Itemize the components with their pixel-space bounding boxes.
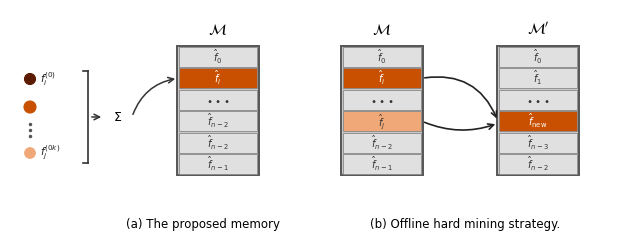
Text: $\mathcal{M}$: $\mathcal{M}$	[209, 22, 228, 37]
Bar	[499, 90, 577, 110]
Text: (a) The proposed memory: (a) The proposed memory	[126, 218, 280, 231]
Text: $\hat{f}_i$: $\hat{f}_i$	[214, 69, 221, 87]
Bar	[179, 90, 257, 110]
Text: $\hat{f}_{n-2}$: $\hat{f}_{n-2}$	[371, 134, 393, 152]
Bar	[499, 111, 577, 131]
Circle shape	[24, 101, 36, 113]
Text: $\hat{f}_{\rm new}$: $\hat{f}_{\rm new}$	[529, 112, 548, 130]
Text: $\mathcal{M}'$: $\mathcal{M}'$	[527, 19, 549, 37]
Bar	[179, 68, 257, 88]
Text: $\bullet\bullet\bullet$: $\bullet\bullet\bullet$	[206, 95, 230, 105]
Text: $\mathcal{M}$: $\mathcal{M}$	[372, 22, 392, 37]
Text: $f_j^{(0k)}$: $f_j^{(0k)}$	[40, 144, 60, 162]
Text: $\bullet\bullet\bullet$: $\bullet\bullet\bullet$	[526, 95, 550, 105]
Bar	[343, 133, 421, 153]
Bar	[343, 154, 421, 174]
Bar	[343, 68, 421, 88]
Text: $\hat{f}_{n-2}$: $\hat{f}_{n-2}$	[207, 112, 229, 130]
Bar	[499, 47, 577, 67]
Circle shape	[105, 104, 131, 130]
Circle shape	[24, 74, 35, 85]
Text: $\hat{f}_{n-3}$: $\hat{f}_{n-3}$	[527, 134, 549, 152]
Text: $\hat{f}_{n-2}$: $\hat{f}_{n-2}$	[207, 134, 229, 152]
Bar	[343, 111, 421, 131]
Text: (b) Offline hard mining strategy.: (b) Offline hard mining strategy.	[370, 218, 560, 231]
Bar	[179, 47, 257, 67]
Bar	[177, 46, 259, 175]
Text: $\hat{f}_{n-1}$: $\hat{f}_{n-1}$	[371, 155, 393, 173]
Text: $\hat{f}_{n-1}$: $\hat{f}_{n-1}$	[207, 155, 229, 173]
Bar	[497, 46, 579, 175]
Text: $\hat{f}_{n-2}$: $\hat{f}_{n-2}$	[527, 155, 549, 173]
Circle shape	[25, 148, 35, 158]
Bar	[343, 90, 421, 110]
Text: $\hat{f}_1$: $\hat{f}_1$	[533, 69, 543, 87]
Text: $\hat{f}_0$: $\hat{f}_0$	[533, 48, 543, 66]
Text: $\hat{f}_i$: $\hat{f}_i$	[378, 69, 386, 87]
Bar	[499, 154, 577, 174]
Bar	[179, 133, 257, 153]
Text: $\Sigma$: $\Sigma$	[113, 111, 123, 123]
Bar	[499, 68, 577, 88]
Text: $\hat{f}_0$: $\hat{f}_0$	[378, 48, 387, 66]
Bar	[499, 133, 577, 153]
Bar	[179, 111, 257, 131]
Bar	[179, 154, 257, 174]
Text: $f_i^{(0)}$: $f_i^{(0)}$	[40, 70, 56, 88]
Text: $\bullet\bullet\bullet$: $\bullet\bullet\bullet$	[370, 95, 394, 105]
Bar	[343, 47, 421, 67]
Text: $\hat{f}_j$: $\hat{f}_j$	[378, 112, 386, 131]
Text: $\hat{f}_0$: $\hat{f}_0$	[213, 48, 223, 66]
Bar	[341, 46, 423, 175]
